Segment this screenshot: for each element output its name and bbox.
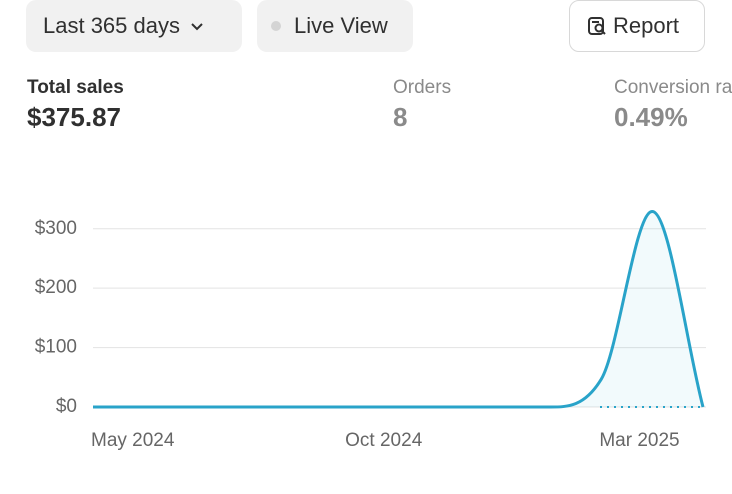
date-range-button[interactable]: Last 365 days — [26, 0, 242, 52]
metric-value: 8 — [393, 102, 408, 132]
report-label: Report — [613, 13, 680, 38]
metric: Conversion rate 0.49% — [614, 76, 732, 134]
y-tick-label: $0 — [56, 396, 77, 417]
x-tick-label: Oct 2024 — [345, 430, 423, 451]
y-tick-label: $200 — [35, 277, 77, 298]
x-tick-label: Mar 2025 — [599, 430, 679, 451]
line-area — [93, 211, 703, 407]
y-tick-label: $300 — [35, 218, 77, 239]
metric-label: Conversion rate — [614, 77, 732, 98]
date-range-label: Last 365 days — [43, 13, 180, 38]
x-tick-label: May 2024 — [91, 430, 175, 451]
metric-label: Total sales — [27, 77, 124, 98]
metric-value: 0.49% — [614, 102, 688, 132]
sales-line — [92, 210, 705, 409]
metric: Orders 8 — [393, 76, 451, 134]
report-button[interactable]: Report — [569, 0, 705, 52]
live-view-label: Live View — [294, 13, 388, 38]
metric: Total sales $375.87 — [27, 76, 124, 134]
metric-label: Orders — [393, 77, 452, 98]
live-view-button[interactable]: Live View — [257, 0, 413, 52]
metric-value: $375.87 — [27, 102, 121, 132]
y-tick-label: $100 — [35, 337, 77, 358]
report-icon — [588, 17, 606, 35]
chevron-icon — [191, 23, 203, 31]
status-dot — [271, 21, 281, 31]
